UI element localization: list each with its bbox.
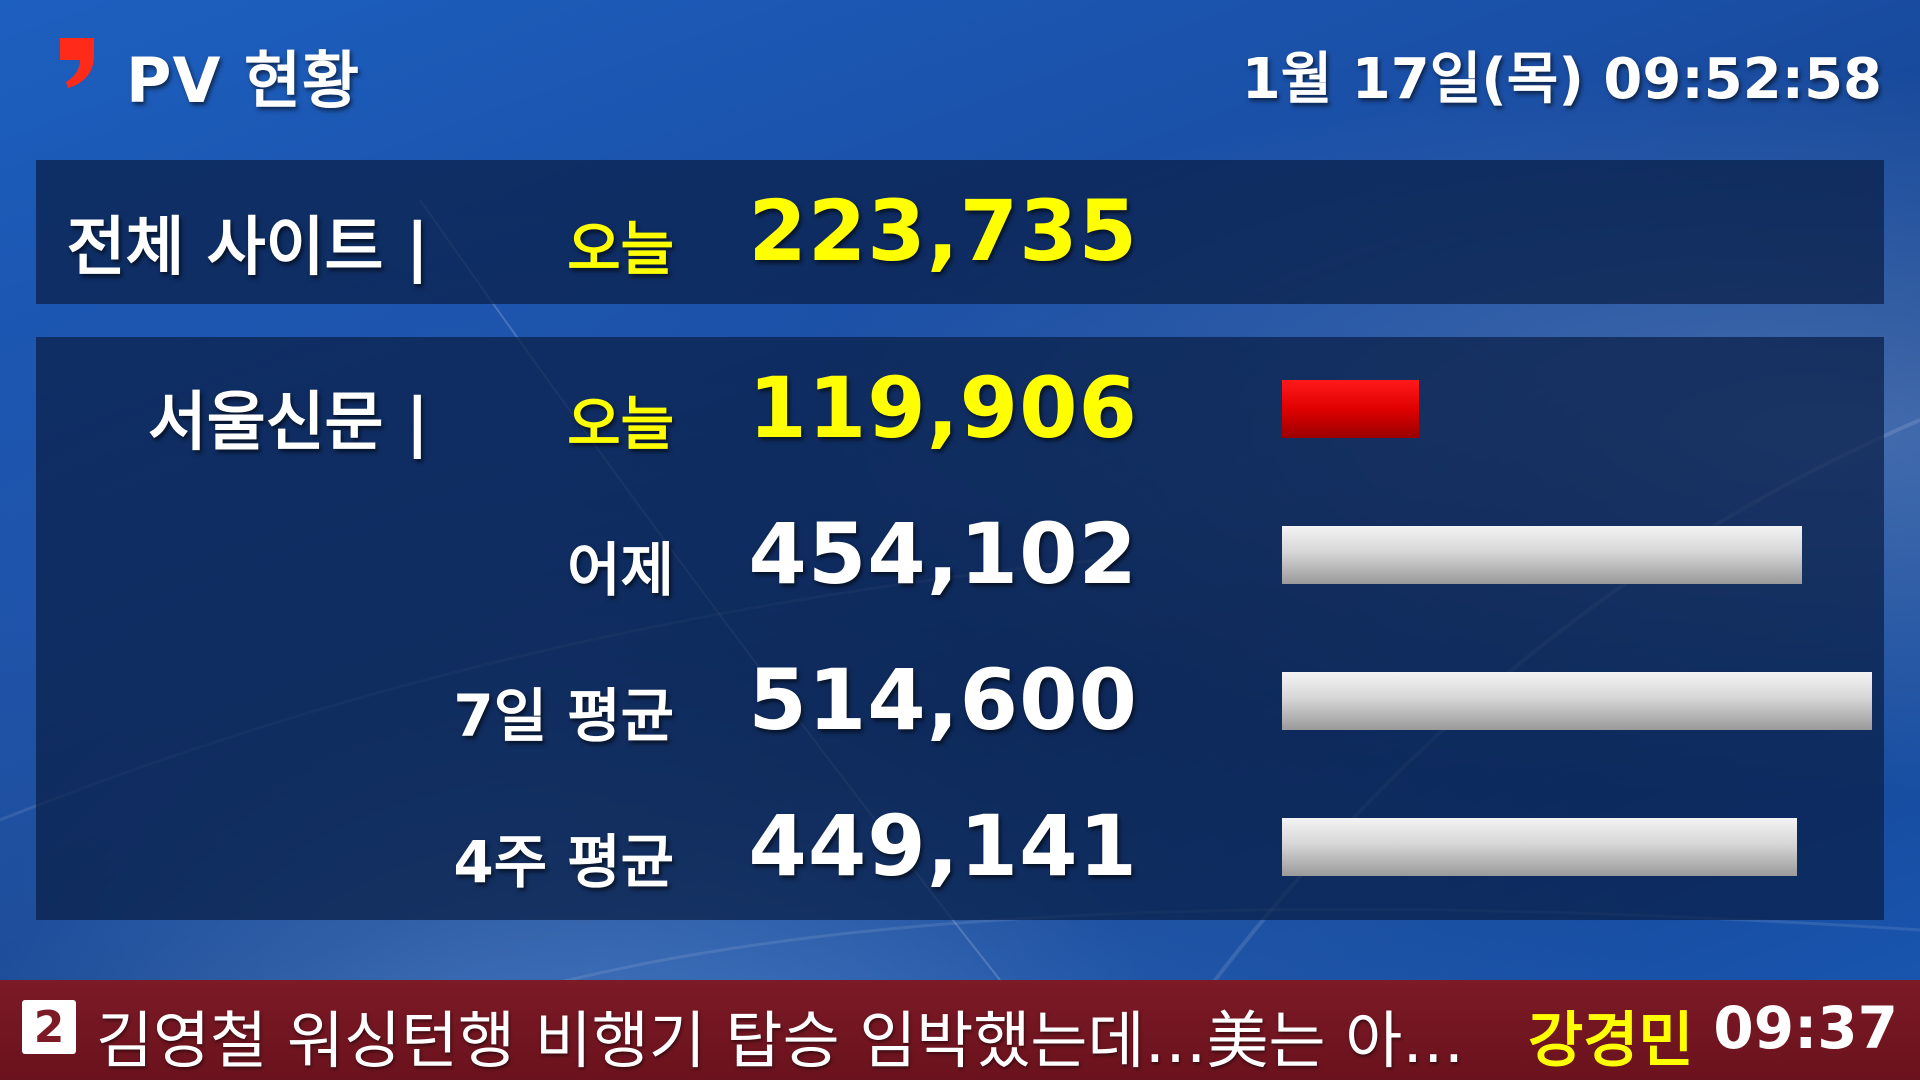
total-site-label: 전체 사이트 |	[66, 211, 429, 285]
page-title: PV 현황	[126, 44, 361, 117]
stat-value: 449,141	[748, 797, 1138, 895]
stat-value: 454,102	[748, 505, 1138, 603]
stat-period: 오늘	[567, 390, 674, 458]
stat-period: 4주 평균	[453, 828, 674, 896]
total-site-panel: 전체 사이트 | 오늘 223,735	[36, 160, 1884, 304]
stat-bar	[1282, 526, 1802, 584]
ticker-headline[interactable]: 김영철 워싱턴행 비행기 탑승 임박했는데…美는 아…	[96, 1004, 1465, 1077]
ticker-time: 09:37	[1713, 994, 1898, 1062]
red-comma-logo-icon	[60, 38, 94, 88]
rank-badge: 2	[22, 1000, 76, 1054]
site-stats-panel: 서울신문 | 오늘 119,906 어제 454,102 7일 평균 514,6…	[36, 337, 1884, 920]
stat-period: 어제	[567, 536, 674, 604]
stat-bar	[1282, 818, 1797, 876]
current-datetime: 1월 17일(목) 09:52:58	[1241, 47, 1882, 112]
stat-value: 119,906	[748, 359, 1138, 457]
total-today-value: 223,735	[748, 182, 1138, 280]
site-label: 서울신문 |	[147, 386, 429, 460]
stat-period: 7일 평균	[453, 682, 674, 750]
total-today-period: 오늘	[567, 215, 674, 283]
news-ticker[interactable]: 2 김영철 워싱턴행 비행기 탑승 임박했는데…美는 아… 강경민 09:37	[0, 980, 1920, 1080]
stat-bar	[1282, 380, 1419, 438]
stat-bar	[1282, 672, 1872, 730]
ticker-reporter: 강경민	[1528, 1006, 1694, 1076]
stat-value: 514,600	[748, 651, 1138, 749]
